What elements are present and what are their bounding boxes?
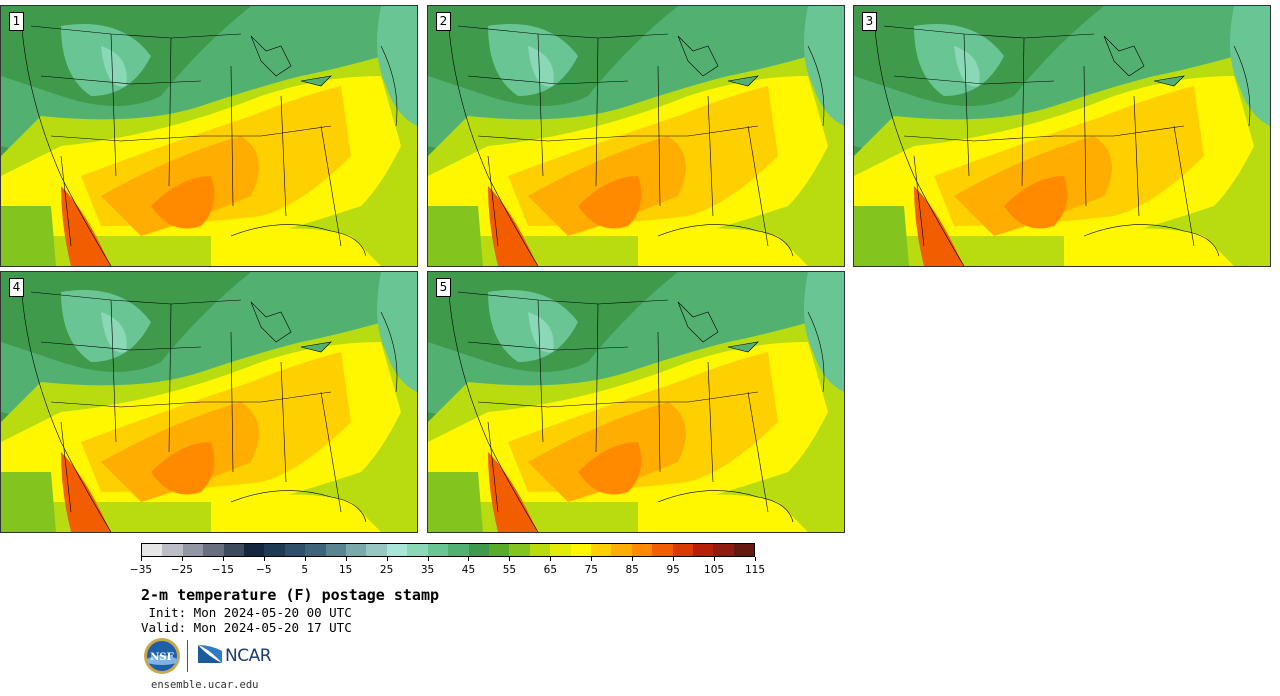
valid-time: Valid: Mon 2024-05-20 17 UTC — [141, 620, 352, 635]
member-5-map-panel: 5 — [427, 271, 845, 533]
ncar-logo-text: NCAR — [225, 646, 272, 666]
colorbar-cell — [733, 544, 755, 556]
colorbar-tick-label: 5 — [301, 564, 309, 576]
colorbar-cell — [652, 544, 673, 556]
colorbar-cell — [468, 544, 489, 556]
colorbar-tick — [222, 557, 224, 561]
colorbar-tick-label: 35 — [420, 564, 435, 576]
colorbar-tick-label: 105 — [704, 564, 725, 576]
colorbar-tick — [345, 557, 347, 561]
colorbar-cell — [427, 544, 449, 556]
colorbar-cell — [305, 544, 326, 556]
logo-divider — [187, 640, 188, 672]
init-time: Init: Mon 2024-05-20 00 UTC — [141, 605, 352, 620]
website-url: ensemble.ucar.edu — [151, 679, 259, 691]
colorbar-tick — [673, 557, 675, 561]
colorbar-cell — [162, 544, 183, 556]
colorbar-cell — [611, 544, 632, 556]
colorbar-tick-label: 45 — [461, 564, 476, 576]
panel-label: 5 — [436, 278, 451, 297]
colorbar-cell — [570, 544, 591, 556]
colorbar-tick-label: −35 — [129, 564, 153, 576]
colorbar-tick — [386, 557, 388, 561]
colorbar-cell — [529, 544, 551, 556]
colorbar-cell — [284, 544, 306, 556]
temperature-map — [1, 272, 417, 532]
colorbar-cell — [509, 544, 530, 556]
colorbar-cell — [142, 544, 163, 556]
nsf-logo: NSF — [144, 638, 180, 674]
colorbar-cell — [346, 544, 367, 556]
colorbar-tick-label: 15 — [338, 564, 353, 576]
colorbar-tick — [427, 557, 429, 561]
colorbar-cell — [223, 544, 245, 556]
colorbar-tick — [509, 557, 511, 561]
colorbar-tick — [141, 557, 142, 561]
colorbar-cell — [325, 544, 347, 556]
colorbar-tick — [591, 557, 593, 561]
colorbar-cell — [264, 544, 285, 556]
figure-title: 2-m temperature (F) postage stamp — [141, 586, 440, 604]
colorbar-tick — [181, 557, 183, 561]
colorbar-cell — [182, 544, 204, 556]
colorbar-tick-label: 55 — [502, 564, 517, 576]
temperature-colorbar — [141, 543, 755, 557]
colorbar-tick — [468, 557, 470, 561]
colorbar-cell — [407, 544, 428, 556]
colorbar-cell — [631, 544, 653, 556]
colorbar-ticks: −35 −25 −15 −5 5 15 25 35 45 55 65 75 85 95 105 115 — [130, 557, 765, 577]
colorbar-cell — [590, 544, 612, 556]
colorbar-tick — [304, 557, 306, 561]
member-1-map-panel: 1 — [0, 5, 418, 267]
colorbar-cell — [488, 544, 510, 556]
colorbar-tick-label: 25 — [379, 564, 394, 576]
colorbar-cell — [366, 544, 387, 556]
temperature-map — [428, 6, 844, 266]
colorbar-cell — [692, 544, 714, 556]
colorbar-tick-label: 65 — [543, 564, 558, 576]
colorbar-cell — [672, 544, 693, 556]
colorbar-tick-label: 95 — [666, 564, 680, 576]
colorbar-tick-label: 75 — [584, 564, 598, 576]
colorbar-cell — [244, 544, 265, 556]
nsf-logo-text: NSF — [150, 652, 173, 663]
colorbar-cell — [203, 544, 224, 556]
member-2-map-panel: 2 — [427, 5, 845, 267]
colorbar-cell — [550, 544, 571, 556]
colorbar-tick-label: −15 — [211, 564, 234, 576]
colorbar-tick — [755, 557, 756, 561]
colorbar-tick-label: 115 — [744, 564, 766, 576]
panel-label: 4 — [9, 278, 24, 297]
colorbar-cell — [713, 544, 734, 556]
colorbar-tick-label: −25 — [170, 564, 193, 576]
temperature-map — [428, 272, 844, 532]
member-4-map-panel: 4 — [0, 271, 418, 533]
colorbar-cell — [448, 544, 469, 556]
panel-label: 3 — [862, 12, 877, 31]
colorbar-tick — [632, 557, 634, 561]
panel-label: 2 — [436, 12, 451, 31]
ncar-logo-mark — [198, 645, 222, 663]
panel-label: 1 — [9, 12, 24, 31]
temperature-map — [854, 6, 1270, 266]
colorbar-cell — [386, 544, 408, 556]
colorbar-tick — [714, 557, 716, 561]
temperature-map — [1, 6, 417, 266]
colorbar-tick-label: −5 — [256, 564, 272, 576]
colorbar-tick — [263, 557, 265, 561]
colorbar-tick-label: 85 — [625, 564, 639, 576]
member-3-map-panel: 3 — [853, 5, 1271, 267]
colorbar-tick — [550, 557, 552, 561]
